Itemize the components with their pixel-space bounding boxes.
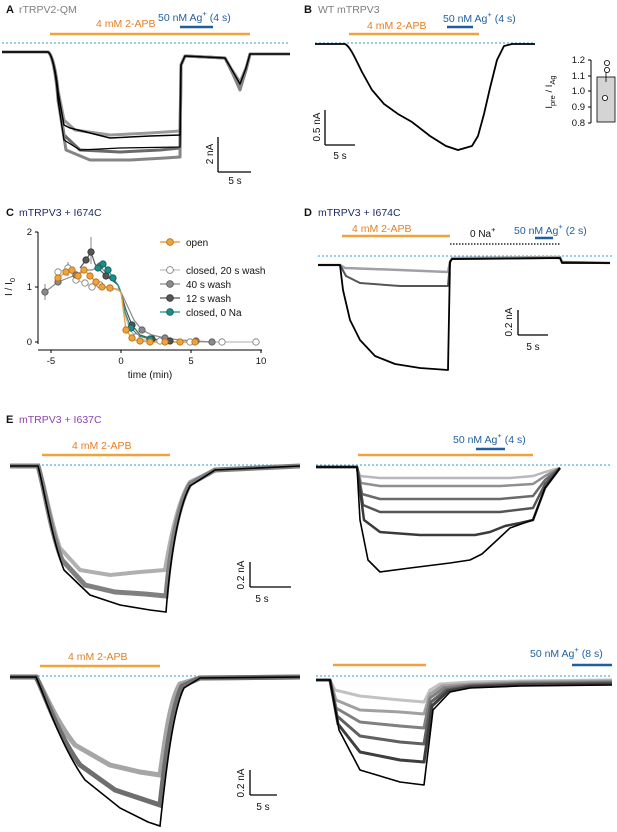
- panel-d-ag-label: 50 nM Ag+ (2 s): [514, 222, 587, 237]
- panel-c-xtick: 10: [256, 356, 267, 367]
- panel-e-bottom-left: 4 mM 2-APB 0.2 nA 5 s: [10, 651, 301, 828]
- panel-d-title: mTRPV3 + I674C: [318, 207, 401, 219]
- e-br-ag-label: 50 nM Ag+ (8 s): [530, 645, 603, 660]
- panel-d-scale-x-label: 5 s: [526, 342, 539, 353]
- legend-closed-0na: closed, 0 Na: [186, 308, 242, 319]
- panel-d-scale-y-label: 0.2 nA: [504, 307, 515, 336]
- panel-a-ag-label: 50 nM Ag+ (4 s): [158, 9, 231, 24]
- inset-tick: 1.2: [572, 55, 585, 66]
- panel-c: C mTRPV3 + I674C 0 1 2 -5 0 5 10 time (m…: [4, 207, 266, 381]
- panel-a-scale-y-label: 2 nA: [205, 143, 216, 164]
- panel-c-letter: C: [6, 207, 14, 219]
- panel-a: A rTRPV2-QM 4 mM 2-APB 50 nM Ag+ (4 s) 2 …: [2, 4, 290, 187]
- panel-d-traces: [318, 255, 611, 371]
- panel-c-xlabel: time (min): [128, 370, 172, 381]
- panel-c-ylabel: I / I0: [4, 278, 17, 296]
- panel-e-title: mTRPV3 + I637C: [19, 414, 102, 426]
- panel-c-ytick: 2: [27, 227, 32, 238]
- panel-b: B WT mTRPV3 4 mM 2-APB 50 nM Ag+ (4 s) 0.…: [304, 4, 616, 162]
- e-tl-traces: [10, 463, 301, 613]
- panel-d: D mTRPV3 + I674C 4 mM 2-APB 0 Na+ 50 nM …: [304, 207, 612, 371]
- e-tl-scale-x-label: 5 s: [255, 594, 268, 605]
- inset-ylabel: Ipre / IAg: [544, 75, 557, 108]
- panel-b-drug-label: 4 mM 2-APB: [367, 20, 427, 32]
- e-tr-traces: [316, 465, 561, 573]
- panel-e-top-left: 4 mM 2-APB 0.2 nA 5 s: [10, 440, 301, 613]
- e-bl-drug-label: 4 mM 2-APB: [68, 651, 128, 663]
- panel-c-title: mTRPV3 + I674C: [19, 207, 102, 219]
- panel-c-xtick: -5: [47, 356, 55, 367]
- panel-a-title: rTRPV2-QM: [19, 4, 77, 16]
- panel-a-drug-label: 4 mM 2-APB: [96, 18, 156, 30]
- e-tr-ag-label: 50 nM Ag+ (4 s): [453, 431, 526, 446]
- panel-b-ag-label: 50 nM Ag+ (4 s): [443, 10, 516, 25]
- panel-b-scale-x-label: 5 s: [333, 151, 346, 162]
- panel-c-legend: open closed, 20 s wash 40 s wash 12 s wa…: [160, 238, 266, 319]
- inset-point: [604, 67, 611, 74]
- e-bl-scale-y-label: 0.2 nA: [236, 768, 247, 797]
- panel-b-letter: B: [304, 4, 312, 16]
- legend-12s: 12 s wash: [186, 294, 231, 305]
- panel-c-ytick: 1: [27, 282, 32, 293]
- panel-a-letter: A: [6, 4, 14, 16]
- panel-c-markers: [41, 248, 260, 346]
- panel-c-xtick: 0: [118, 356, 123, 367]
- inset-tick: 1.0: [572, 86, 585, 97]
- inset-tick: 1.1: [572, 71, 585, 82]
- e-tl-scale-y-label: 0.2 nA: [236, 560, 247, 589]
- legend-closed-20s: closed, 20 s wash: [186, 266, 266, 277]
- panel-c-ytick: 0: [27, 337, 32, 348]
- inset-point: [602, 95, 609, 102]
- panel-e-letter: E: [6, 414, 13, 426]
- e-bl-traces: [10, 674, 301, 828]
- panel-b-trace: [315, 43, 535, 151]
- panel-a-scale-x-label: 5 s: [228, 176, 241, 187]
- panel-b-scale-y-label: 0.5 nA: [312, 112, 323, 141]
- panel-d-na-label: 0 Na+: [470, 225, 496, 240]
- series-line-closed-0na: [97, 263, 151, 340]
- legend-open: open: [186, 238, 208, 249]
- panel-d-letter: D: [304, 207, 312, 219]
- panel-e: E mTRPV3 + I637C 4 mM 2-APB 0.2 nA 5 s 5…: [6, 414, 613, 828]
- panel-b-title: WT mTRPV3: [318, 4, 380, 16]
- panel-a-traces: [2, 50, 290, 162]
- e-tl-drug-label: 4 mM 2-APB: [72, 440, 132, 452]
- panel-c-xtick: 5: [188, 356, 193, 367]
- panel-e-bottom-right: 50 nM Ag+ (8 s): [316, 645, 613, 786]
- legend-40s: 40 s wash: [186, 280, 231, 291]
- e-bl-scale-x-label: 5 s: [256, 802, 269, 813]
- inset-point: [604, 60, 611, 67]
- inset-tick: 0.8: [572, 118, 585, 129]
- panel-e-top-right: 50 nM Ag+ (4 s): [316, 431, 612, 573]
- e-br-traces: [316, 678, 613, 786]
- inset-tick: 0.9: [572, 102, 585, 113]
- panel-d-drug-label: 4 mM 2-APB: [352, 223, 412, 235]
- panel-b-inset: 1.2 1.1 1.0 0.9 0.8 Ipre / IAg: [544, 55, 616, 129]
